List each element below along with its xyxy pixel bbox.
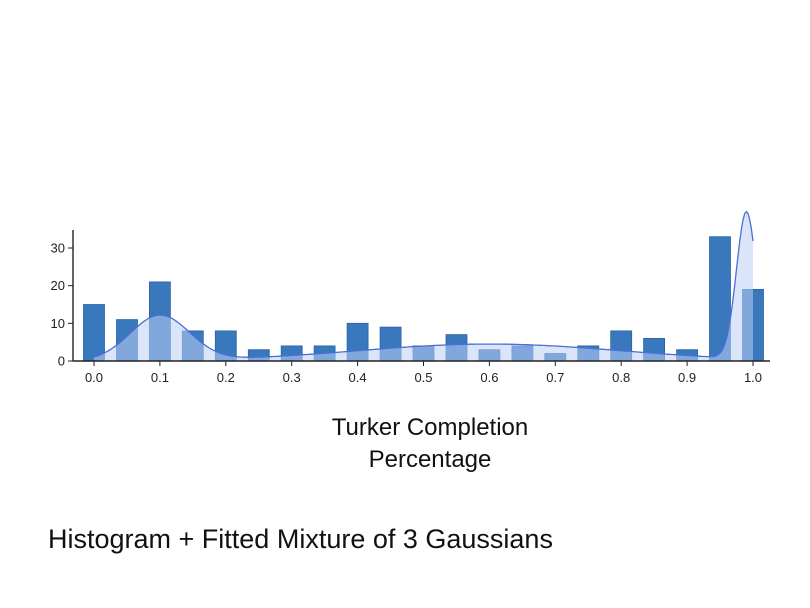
- x-axis-title-line-2: Percentage: [368, 446, 492, 473]
- x-tick-label: 0.6: [480, 370, 498, 385]
- mixture-curve-fill: [94, 211, 753, 361]
- chart-caption: Histogram + Fitted Mixture of 3 Gaussian…: [48, 524, 553, 554]
- x-tick-label: 0.2: [217, 370, 235, 385]
- y-tick-label: 0: [58, 354, 65, 369]
- x-axis-title-line-1: Turker Completion: [331, 414, 529, 441]
- mixture-curve-layer: [93, 210, 754, 361]
- tick-labels: 0 10 20 30 0.0 0.1 0.2 0.3 0.4 0.5 0.6 0.7 0.8 0.9 1.0: [51, 241, 763, 386]
- histogram-bar: [83, 304, 105, 362]
- y-tick-label: 10: [51, 316, 65, 331]
- x-tick-label: 0.8: [612, 370, 630, 385]
- x-tick-label: 0.4: [349, 370, 367, 385]
- y-tick-label: 20: [51, 278, 65, 293]
- x-tick-label: 0.9: [678, 370, 696, 385]
- axes: [68, 230, 770, 366]
- x-tick-label: 0.3: [283, 370, 301, 385]
- x-tick-label: 0.7: [546, 370, 564, 385]
- mixture-curve-line: [93, 210, 754, 358]
- y-tick-label: 30: [51, 241, 65, 256]
- x-axis-title: Turker Completion Percentage: [300, 412, 560, 476]
- x-tick-label: 0.5: [414, 370, 432, 385]
- x-tick-label: 0.0: [85, 370, 103, 385]
- x-tick-label: 1.0: [744, 370, 762, 385]
- x-tick-label: 0.1: [151, 370, 169, 385]
